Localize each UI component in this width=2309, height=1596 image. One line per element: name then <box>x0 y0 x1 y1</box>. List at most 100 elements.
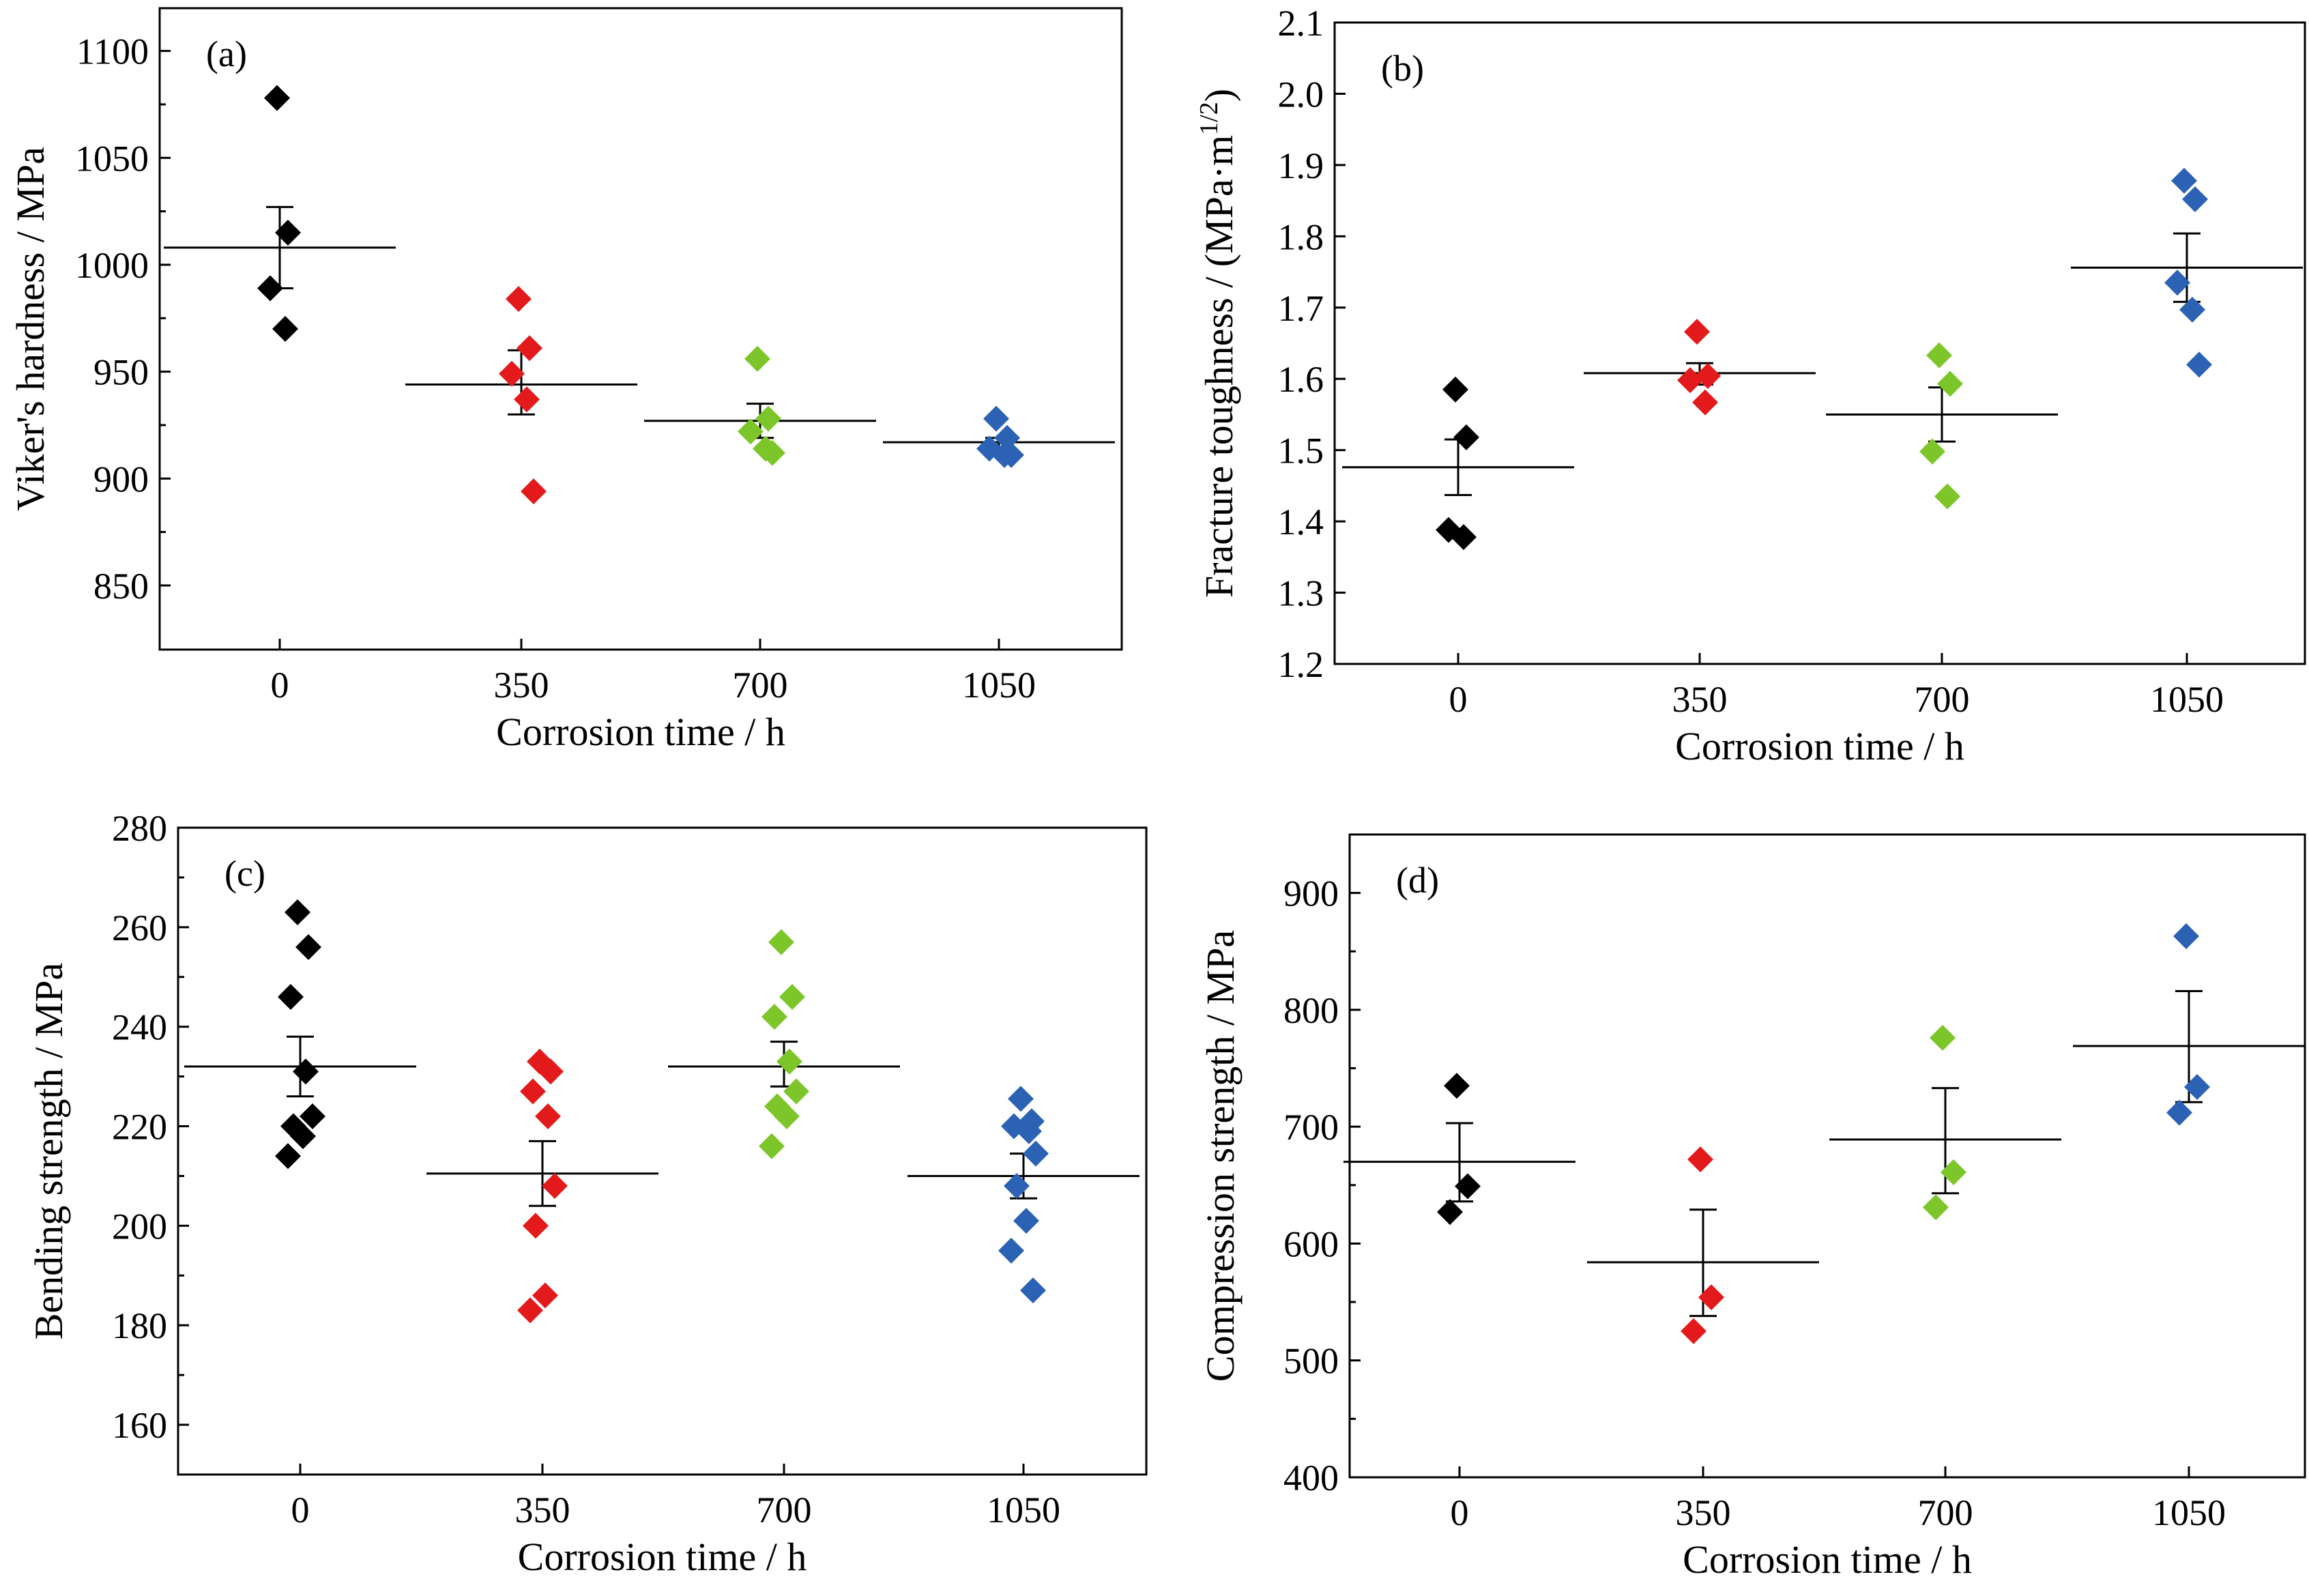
data-point <box>776 1048 802 1075</box>
y-axis-label-end: ) <box>1197 89 1241 102</box>
data-point <box>1013 1208 1039 1234</box>
data-point <box>300 1103 325 1129</box>
data-point <box>755 405 781 432</box>
x-axis-label: Corrosion time / h <box>1675 724 1964 768</box>
y-tick-label: 1.6 <box>1278 359 1324 400</box>
data-point <box>1020 1277 1046 1304</box>
y-tick-label: 220 <box>112 1107 167 1148</box>
data-point <box>1934 483 1960 510</box>
y-tick-label: 950 <box>93 352 149 393</box>
data-point <box>783 1078 809 1105</box>
data-point <box>1695 363 1721 390</box>
x-tick-label: 350 <box>515 1490 570 1530</box>
data-point <box>1455 1173 1481 1200</box>
y-tick-label: 1.4 <box>1278 502 1324 542</box>
data-point <box>1451 524 1477 551</box>
series-1050 <box>2071 167 2303 378</box>
y-axis-label-text: Compression strength / MPa <box>1198 930 1243 1382</box>
y-tick-label: 1.7 <box>1278 288 1324 329</box>
x-tick-label: 1050 <box>987 1490 1060 1530</box>
panel-label: (a) <box>206 33 247 74</box>
panel-b: 1.2 1.3 1.4 1.5 1.6 1.7 1.8 1.9 2.0 2.1 0 350 700 105… <box>1195 3 2306 768</box>
data-point <box>1698 1284 1724 1311</box>
x-tick-label: 0 <box>1449 679 1468 720</box>
data-point <box>744 345 770 372</box>
data-point <box>1684 319 1710 345</box>
series-700 <box>1826 342 2058 510</box>
data-point <box>538 1058 564 1085</box>
y-tick-label: 1.8 <box>1278 216 1324 257</box>
panel-label: (d) <box>1396 860 1439 901</box>
x-tick-label: 350 <box>1676 1492 1731 1533</box>
data-point <box>275 1143 301 1170</box>
series-0 <box>1342 376 1574 551</box>
y-tick-label: 900 <box>1283 873 1339 914</box>
data-point <box>994 424 1020 451</box>
y-tick-label: 200 <box>112 1206 167 1247</box>
data-point <box>983 405 1009 432</box>
series-1050 <box>2073 923 2305 1126</box>
series-0 <box>1344 1073 1575 1225</box>
x-tick-label: 1050 <box>2152 1492 2226 1533</box>
data-point <box>768 929 794 955</box>
data-point <box>278 983 304 1010</box>
series-350 <box>1587 1146 1819 1344</box>
panel-d: 400 500 600 700 800 900 0 350 700 1050 Corrosion t… <box>1198 833 2306 1582</box>
plot-frame <box>1333 21 2306 665</box>
data-point <box>759 439 785 466</box>
series-350 <box>1584 319 1816 416</box>
data-point <box>2182 186 2208 213</box>
y-axis-label: Bending strength / MPa <box>27 963 71 1340</box>
y-tick-label: 280 <box>112 808 167 849</box>
x-tick-label: 350 <box>1672 679 1728 720</box>
y-tick-label: 1050 <box>75 138 149 179</box>
panel-label: (c) <box>224 853 265 894</box>
data-point <box>779 983 805 1010</box>
x-tick-label: 0 <box>291 1490 310 1530</box>
data-point <box>1941 1159 1966 1185</box>
y-tick-label: 1.3 <box>1278 573 1324 614</box>
x-axis-label: Corrosion time / h <box>496 710 785 754</box>
y-tick-label: 2.1 <box>1278 3 1324 44</box>
x-tick-label: 700 <box>733 665 788 706</box>
data-point <box>257 275 283 302</box>
plot-frame <box>158 7 1123 651</box>
series-1050 <box>907 1086 1139 1304</box>
data-point <box>998 441 1024 468</box>
data-point <box>275 220 301 246</box>
data-point <box>264 85 290 111</box>
data-point <box>1919 438 1945 465</box>
y-axis-label: Viker's hardness / MPa <box>8 147 53 511</box>
data-point <box>2186 351 2212 378</box>
data-point <box>1437 1199 1463 1225</box>
panel-c: 160 180 200 220 240 260 280 0 350 700 1050 Corrosio… <box>27 808 1148 1579</box>
series-350 <box>405 286 637 505</box>
y-tick-label: 700 <box>1283 1107 1339 1148</box>
data-point <box>517 335 542 362</box>
panel-label: (b) <box>1381 48 1424 89</box>
data-point <box>506 286 532 313</box>
series-700 <box>644 345 876 466</box>
y-axis-label-text: Fracture toughness / (MPa·m <box>1197 135 1241 598</box>
data-point <box>295 934 321 961</box>
data-point <box>2184 1073 2210 1100</box>
y-tick-label: 160 <box>112 1405 167 1446</box>
data-point <box>499 360 525 387</box>
x-axis-label: Corrosion time / h <box>518 1535 807 1579</box>
y-axis-label: Fracture toughness / (MPa·m1/2) <box>1195 89 1241 598</box>
data-point <box>1681 1318 1707 1344</box>
x-tick-label: 1050 <box>2150 679 2224 720</box>
data-point <box>759 1133 785 1159</box>
data-point <box>1687 1146 1713 1173</box>
data-point <box>290 1123 316 1150</box>
series-1050 <box>883 405 1115 468</box>
panel-a: 850 900 950 1000 1050 1100 0 350 700 1050 Corrosio… <box>8 7 1123 754</box>
y-tick-label: 500 <box>1283 1341 1339 1382</box>
data-point <box>1444 1073 1470 1099</box>
x-tick-label: 700 <box>1918 1492 1973 1533</box>
y-axis-label-text: Bending strength / MPa <box>27 963 71 1340</box>
data-point <box>2179 296 2205 323</box>
series-700 <box>668 929 900 1159</box>
